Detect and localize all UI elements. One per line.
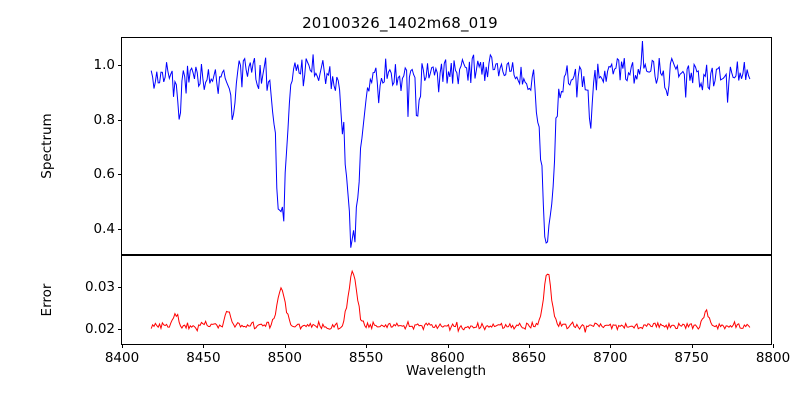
x-tick [447,344,449,348]
error-y-tick-label: 0.02 [84,320,115,337]
spectrum-y-tick [118,174,122,176]
spectrum-y-tick [118,119,122,121]
x-tick-label: 8550 [348,350,384,366]
error-y-axis-label: Error [39,283,55,317]
x-tick-label: 8700 [593,350,628,366]
error-y-tick-label: 0.03 [84,279,115,295]
x-tick-label: 8650 [511,350,547,366]
x-tick-label: 8400 [104,350,140,366]
spectrum-y-tick-label: 1.0 [93,57,115,74]
x-tick [366,344,368,348]
spectrum-y-tick-label: 0.8 [93,111,115,128]
error-y-tick [118,287,122,289]
x-tick-label: 8450 [186,350,221,366]
spectrum-line-series [122,38,771,254]
x-tick [284,344,286,348]
spectrum-panel: 0.4 0.6 0.8 1.0 [94,37,772,255]
x-tick [773,344,775,348]
spectrum-y-tick-label: 0.6 [93,166,115,183]
error-panel: 0.02 0.03 8400 8450 8500 8550 8600 8650 8700 8750… [85,255,790,366]
x-axis-label: Wavelength [405,363,487,379]
x-tick [528,344,530,348]
x-tick-label: 8600 [430,350,465,366]
spectrum-y-tick [118,228,122,230]
x-tick [203,344,205,348]
x-tick-label: 8500 [267,350,302,366]
error-line-series [122,256,771,344]
x-tick [122,344,124,348]
spectrum-y-tick-label: 0.4 [93,220,115,237]
spectrum-y-axis-label: Spectrum [39,113,55,179]
spectrum-y-tick [118,65,122,67]
x-tick [610,344,612,348]
x-tick [691,344,693,348]
x-tick-label: 8800 [755,350,791,366]
chart-title: 20100326_1402m68_019 [302,14,498,32]
x-tick-label: 8750 [674,350,709,366]
error-y-tick [118,328,122,330]
